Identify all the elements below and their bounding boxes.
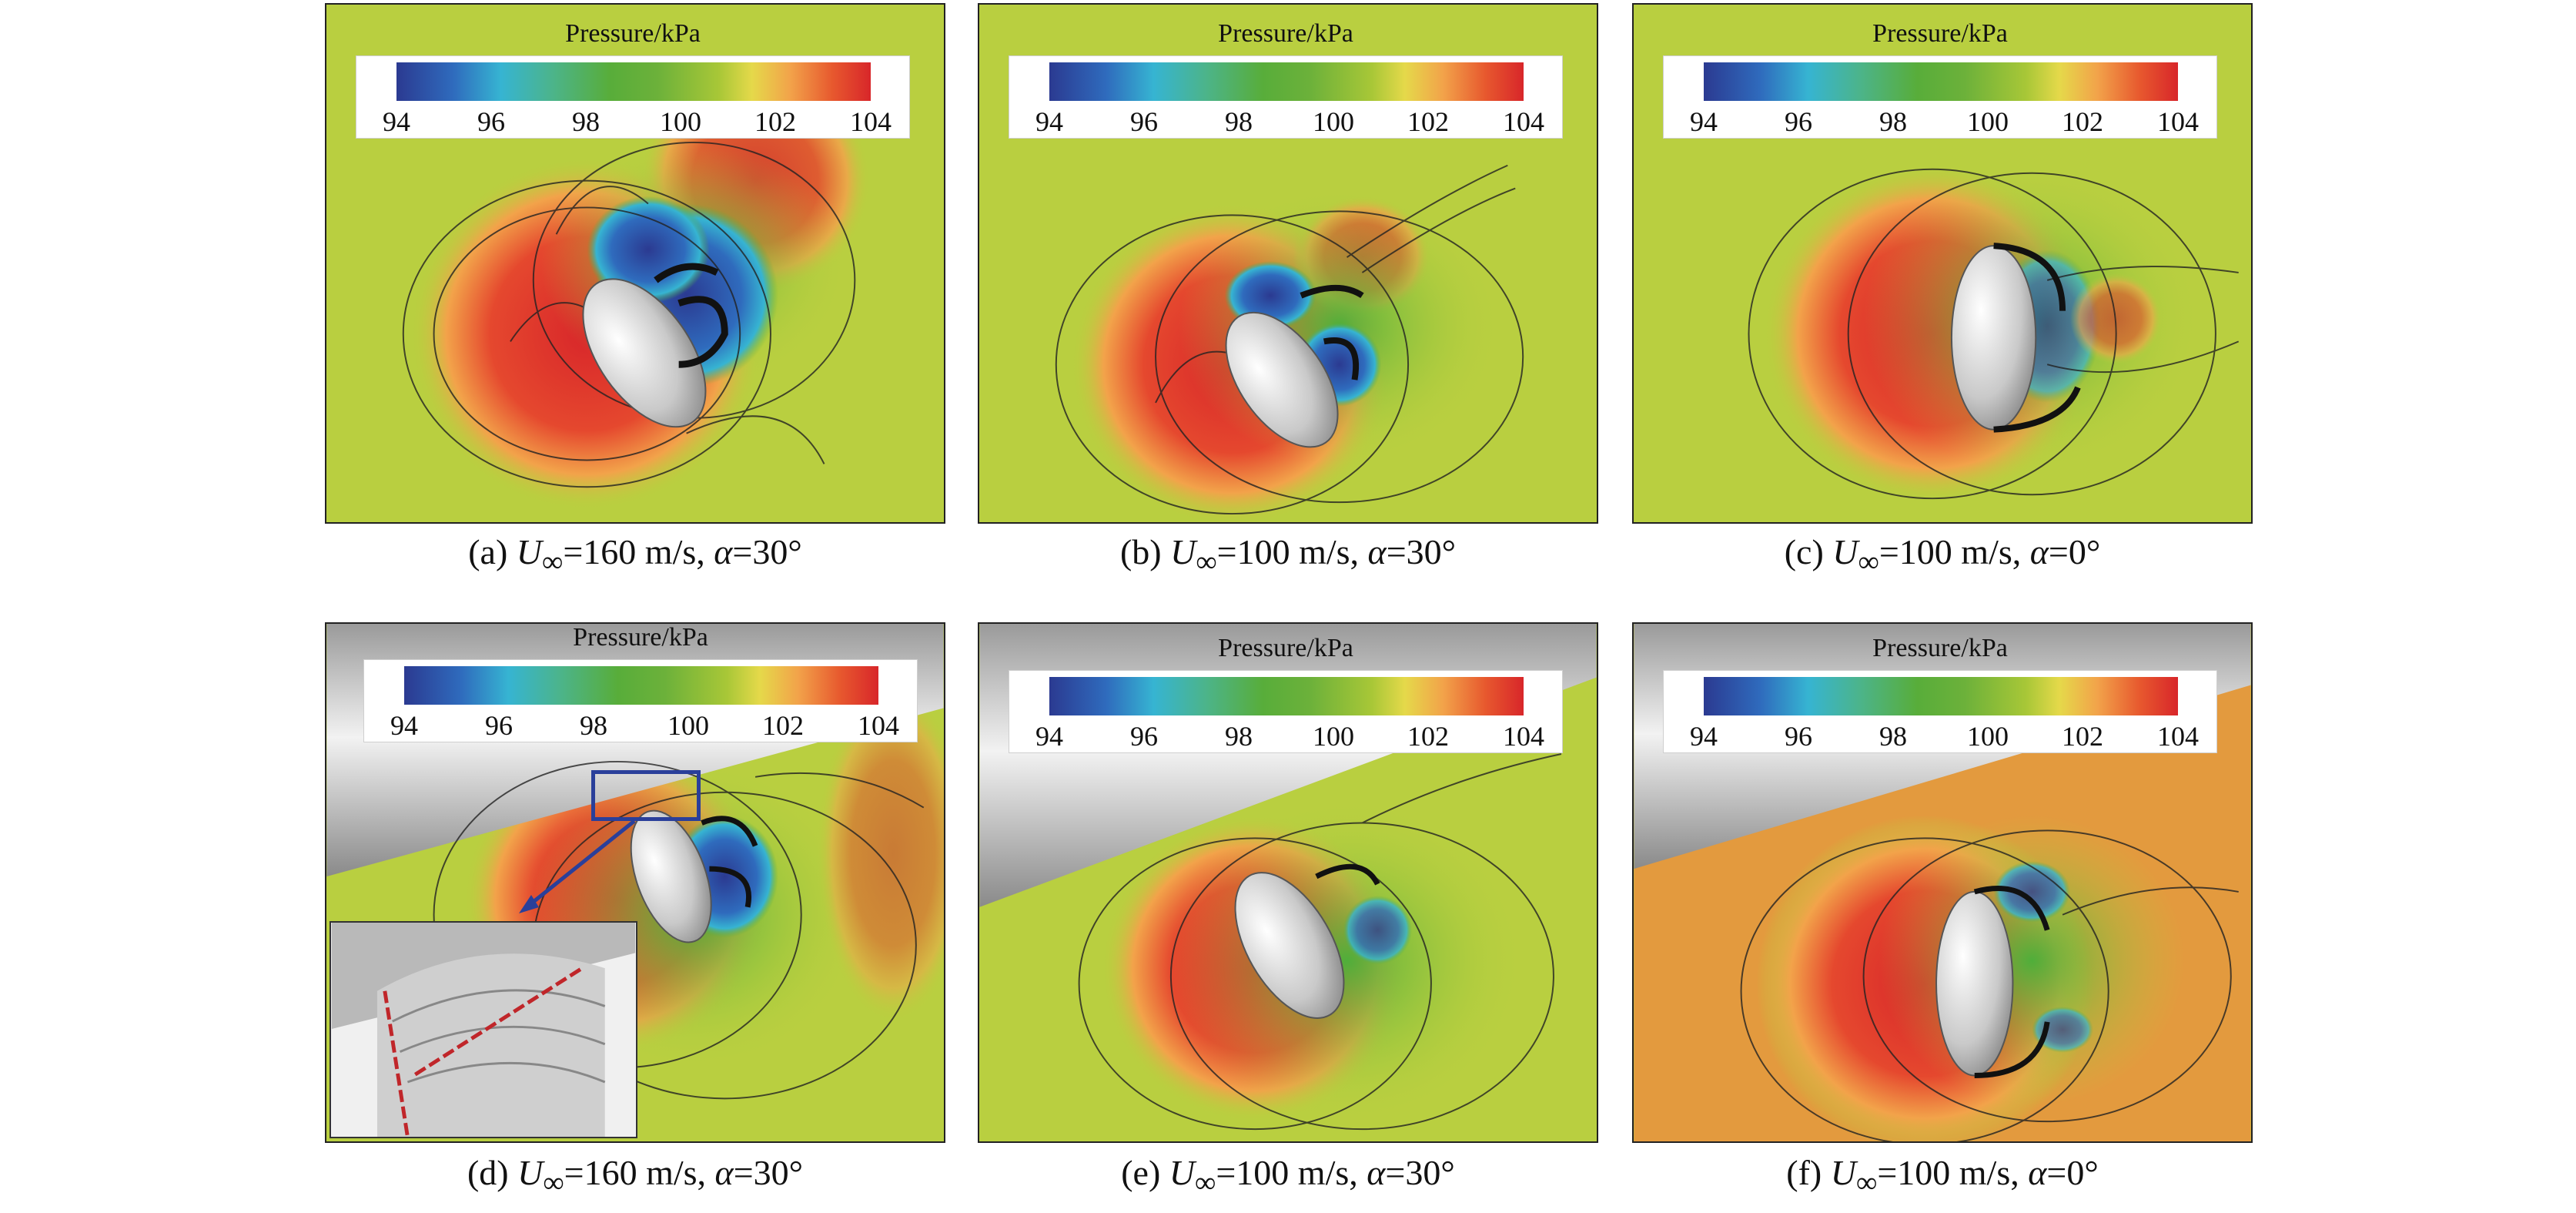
zoomed-inset (330, 921, 637, 1138)
colorbar-title: Pressure/kPa (1872, 19, 2008, 48)
colorbar-title: Pressure/kPa (573, 623, 708, 652)
caption-c: (c) U∞=100 m/s, α=0° (1784, 532, 2101, 579)
colorbar-tick: 96 (485, 710, 513, 741)
colorbar-tick: 94 (1035, 106, 1063, 137)
colorbar-tick: 100 (667, 710, 709, 741)
colorbar-legend: Pressure/kPa 94 96 98 100 102 104 (1663, 19, 2217, 139)
colorbar-tick: 102 (1407, 721, 1449, 752)
colorbar-tick: 96 (1785, 106, 1812, 137)
colorbar-tick: 100 (1967, 721, 2009, 752)
panel-c: Pressure/kPa 94 96 98 100 102 104 (1632, 3, 2253, 524)
colorbar-gradient (396, 62, 871, 101)
colorbar-tick: 104 (858, 710, 899, 741)
colorbar-legend: Pressure/kPa 94 96 98 100 102 104 (363, 624, 918, 742)
colorbar-tick: 94 (383, 106, 410, 137)
colorbar-tick: 102 (1407, 106, 1449, 137)
colorbar-tick: 94 (1035, 721, 1063, 752)
colorbar-tick: 98 (572, 106, 600, 137)
colorbar-tick: 94 (1690, 106, 1718, 137)
colorbar-legend: Pressure/kPa 94 96 98 100 102 104 (1009, 19, 1563, 139)
colorbar-tick: 98 (580, 710, 607, 741)
panel-a: Pressure/kPa 94 96 98 100 102 104 (325, 3, 945, 524)
colorbar-tick: 94 (390, 710, 418, 741)
colorbar-tick: 104 (850, 106, 892, 137)
colorbar-tick: 96 (477, 106, 505, 137)
colorbar-legend: Pressure/kPa 94 96 98 100 102 104 (356, 19, 910, 139)
caption-b: (b) U∞=100 m/s, α=30° (1119, 532, 1457, 579)
colorbar-gradient (404, 666, 878, 705)
colorbar-tick: 102 (2062, 106, 2103, 137)
inset-detail (331, 923, 636, 1137)
colorbar-gradient (1049, 62, 1524, 101)
colorbar-tick: 100 (1313, 721, 1354, 752)
colorbar-legend: Pressure/kPa 94 96 98 100 102 104 (1009, 634, 1563, 753)
colorbar-tick: 102 (2062, 721, 2103, 752)
caption-e: (e) U∞=100 m/s, α=30° (1121, 1153, 1455, 1200)
colorbar-tick: 100 (660, 106, 701, 137)
colorbar-tick: 104 (2157, 106, 2199, 137)
colorbar-gradient (1049, 677, 1524, 715)
caption-a: (a) U∞=160 m/s, α=30° (468, 532, 802, 579)
zoom-region-box (591, 770, 701, 821)
colorbar-title: Pressure/kPa (1218, 19, 1353, 48)
colorbar-title: Pressure/kPa (1872, 634, 2008, 662)
colorbar-tick: 96 (1130, 106, 1158, 137)
caption-f: (f) U∞=100 m/s, α=0° (1786, 1153, 2099, 1200)
colorbar-legend: Pressure/kPa 94 96 98 100 102 104 (1663, 634, 2217, 753)
colorbar-title: Pressure/kPa (565, 19, 701, 48)
colorbar-title: Pressure/kPa (1218, 634, 1353, 662)
zoom-arrow (519, 819, 636, 913)
colorbar-tick: 98 (1879, 106, 1907, 137)
colorbar-tick: 94 (1690, 721, 1718, 752)
panel-f: Pressure/kPa 94 96 98 100 102 104 (1632, 622, 2253, 1143)
colorbar-tick: 100 (1967, 106, 2009, 137)
colorbar-tick: 96 (1785, 721, 1812, 752)
colorbar-tick: 98 (1225, 106, 1253, 137)
colorbar-tick: 104 (1503, 106, 1544, 137)
panel-b: Pressure/kPa 94 96 98 100 102 104 (978, 3, 1598, 524)
caption-d: (d) U∞=160 m/s, α=30° (467, 1153, 804, 1200)
colorbar-tick: 104 (1503, 721, 1544, 752)
colorbar-tick: 102 (762, 710, 804, 741)
colorbar-tick: 98 (1225, 721, 1253, 752)
colorbar-tick: 98 (1879, 721, 1907, 752)
colorbar-tick: 104 (2157, 721, 2199, 752)
colorbar-tick: 102 (754, 106, 796, 137)
panel-e: Pressure/kPa 94 96 98 100 102 104 (978, 622, 1598, 1143)
colorbar-tick: 96 (1130, 721, 1158, 752)
colorbar-gradient (1704, 62, 2178, 101)
panel-d: Pressure/kPa 94 96 98 100 102 104 (325, 622, 945, 1143)
colorbar-gradient (1704, 677, 2178, 715)
colorbar-tick: 100 (1313, 106, 1354, 137)
